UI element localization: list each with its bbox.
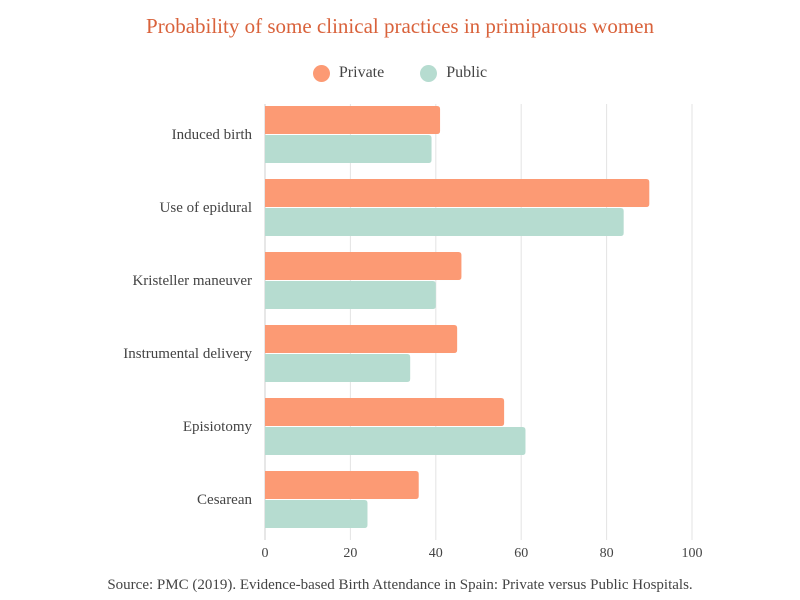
bar-private-cesarean: [265, 471, 419, 499]
x-tick-label-60: 60: [514, 546, 528, 561]
bar-private-kristeller-maneuver: [265, 252, 462, 280]
bar-public-induced-birth: [265, 135, 432, 163]
bar-public-instrumental-delivery: [265, 354, 411, 382]
bar-private-episiotomy: [265, 398, 505, 426]
legend-item-public: Public: [420, 64, 487, 82]
chart-title: Probability of some clinical practices i…: [146, 14, 654, 38]
bar-private-induced-birth: [265, 106, 441, 134]
bar-public-cesarean: [265, 500, 368, 528]
x-tick-label-40: 40: [429, 546, 443, 561]
category-label-use-of-epidural: Use of epidural: [160, 200, 252, 216]
bar-private-instrumental-delivery: [265, 325, 458, 353]
bar-public-episiotomy: [265, 427, 526, 455]
x-tick-label-20: 20: [343, 546, 357, 561]
bar-private-use-of-epidural: [265, 179, 650, 207]
category-label-instrumental-delivery: Instrumental delivery: [123, 346, 252, 362]
category-label-cesarean: Cesarean: [197, 492, 252, 508]
category-label-kristeller-maneuver: Kristeller maneuver: [132, 273, 252, 289]
legend-swatch-public: [420, 64, 438, 82]
bar-public-use-of-epidural: [265, 208, 624, 236]
category-label-episiotomy: Episiotomy: [183, 419, 253, 435]
bar-public-kristeller-maneuver: [265, 281, 436, 309]
legend: Private Public: [0, 64, 800, 82]
legend-label-private: Private: [338, 64, 385, 81]
x-tick-label-0: 0: [262, 546, 269, 561]
legend-swatch-private: [312, 64, 330, 82]
legend-label-public: Public: [446, 64, 488, 81]
x-tick-label-80: 80: [600, 546, 614, 561]
source-note: Source: PMC (2019). Evidence-based Birth…: [107, 577, 693, 593]
x-tick-label-100: 100: [682, 546, 703, 561]
category-label-induced-birth: Induced birth: [172, 127, 253, 143]
legend-item-private: Private: [312, 64, 385, 82]
